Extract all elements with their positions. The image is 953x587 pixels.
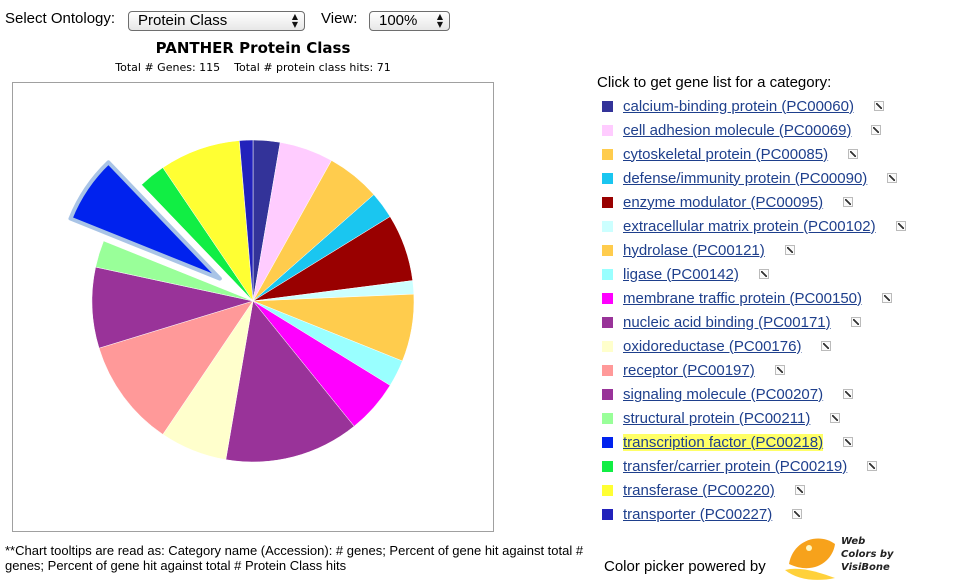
legend-item: enzyme modulator (PC00095) <box>602 192 854 212</box>
legend-swatch <box>602 148 613 160</box>
ontology-select[interactable]: Protein Class ▲ ▼ <box>128 11 305 31</box>
svg-text:Web: Web <box>841 536 865 547</box>
legend-category-link[interactable]: cell adhesion molecule (PC00069) <box>623 121 852 139</box>
legend-item: extracellular matrix protein (PC00102) <box>602 216 906 236</box>
up-down-arrows-icon: ▲ ▼ <box>291 12 298 29</box>
legend-swatch <box>602 244 613 256</box>
legend-category-link[interactable]: transporter (PC00227) <box>623 505 773 523</box>
legend-heading: Click to get gene list for a category: <box>597 74 832 91</box>
external-link-icon[interactable] <box>794 485 805 495</box>
external-link-icon[interactable] <box>774 365 785 375</box>
legend-swatch <box>602 316 613 328</box>
legend-item: defense/immunity protein (PC00090) <box>602 168 898 188</box>
pie-chart <box>68 139 415 463</box>
legend-item: hydrolase (PC00121) <box>602 240 795 260</box>
legend-category-link[interactable]: enzyme modulator (PC00095) <box>623 193 824 211</box>
external-link-icon[interactable] <box>873 101 884 111</box>
legend-item: receptor (PC00197) <box>602 360 785 380</box>
visibone-logo[interactable]: Web Colors by VisiBone <box>779 526 899 582</box>
view-select-value: 100% <box>379 12 418 29</box>
legend-item: signaling molecule (PC00207) <box>602 384 854 404</box>
external-link-icon[interactable] <box>887 173 898 183</box>
legend-swatch <box>602 436 613 448</box>
legend-item: transferase (PC00220) <box>602 480 805 500</box>
up-down-arrows-icon: ▲ ▼ <box>436 12 443 29</box>
legend-swatch <box>602 484 613 496</box>
legend-swatch <box>602 268 613 280</box>
legend-category-link[interactable]: transcription factor (PC00218) <box>623 433 824 451</box>
svg-text:VisiBone: VisiBone <box>841 562 890 573</box>
ontology-select-value: Protein Class <box>138 12 228 29</box>
legend-swatch <box>602 172 613 184</box>
external-link-icon[interactable] <box>843 389 854 399</box>
external-link-icon[interactable] <box>821 341 832 351</box>
pie-slice[interactable] <box>239 139 254 302</box>
external-link-icon[interactable] <box>758 269 769 279</box>
legend-swatch <box>602 508 613 520</box>
view-select[interactable]: 100% ▲ ▼ <box>369 11 450 31</box>
legend-swatch <box>602 100 613 112</box>
external-link-icon[interactable] <box>882 293 893 303</box>
external-link-icon[interactable] <box>843 437 854 447</box>
legend-swatch <box>602 292 613 304</box>
legend-item: nucleic acid binding (PC00171) <box>602 312 861 332</box>
legend-swatch <box>602 220 613 232</box>
external-link-icon[interactable] <box>843 197 854 207</box>
legend-item: transporter (PC00227) <box>602 504 803 524</box>
legend-item: ligase (PC00142) <box>602 264 769 284</box>
legend-category-link[interactable]: extracellular matrix protein (PC00102) <box>623 217 876 235</box>
pie-slice[interactable] <box>95 240 254 302</box>
legend-category-link[interactable]: oxidoreductase (PC00176) <box>623 337 802 355</box>
legend-item: oxidoreductase (PC00176) <box>602 336 832 356</box>
external-link-icon[interactable] <box>792 509 803 519</box>
pie-slice[interactable] <box>68 160 222 281</box>
legend-swatch <box>602 412 613 424</box>
chart-subtitle: Total # Genes: 115 Total # protein class… <box>115 61 391 74</box>
pie-slice[interactable] <box>225 300 355 463</box>
ontology-label: Select Ontology: <box>5 10 116 27</box>
legend-category-link[interactable]: nucleic acid binding (PC00171) <box>623 313 831 331</box>
legend-category-link[interactable]: defense/immunity protein (PC00090) <box>623 169 868 187</box>
legend-swatch <box>602 124 613 136</box>
external-link-icon[interactable] <box>830 413 841 423</box>
legend-item: cytoskeletal protein (PC00085) <box>602 144 859 164</box>
legend-item: transfer/carrier protein (PC00219) <box>602 456 878 476</box>
legend-swatch <box>602 364 613 376</box>
chart-footnote: **Chart tooltips are read as: Category n… <box>5 543 584 573</box>
legend-item: transcription factor (PC00218) <box>602 432 854 452</box>
chart-title: PANTHER Protein Class <box>155 39 351 57</box>
color-picker-credit: Color picker powered by <box>604 558 766 575</box>
external-link-icon[interactable] <box>784 245 795 255</box>
legend-category-link[interactable]: cytoskeletal protein (PC00085) <box>623 145 829 163</box>
external-link-icon[interactable] <box>850 317 861 327</box>
chart-frame <box>12 82 494 532</box>
legend-category-link[interactable]: structural protein (PC00211) <box>623 409 811 427</box>
view-label: View: <box>321 10 358 27</box>
legend-swatch <box>602 388 613 400</box>
external-link-icon[interactable] <box>871 125 882 135</box>
legend-category-link[interactable]: transferase (PC00220) <box>623 481 775 499</box>
legend-swatch <box>602 460 613 472</box>
external-link-icon[interactable] <box>895 221 906 231</box>
legend-category-link[interactable]: hydrolase (PC00121) <box>623 241 765 259</box>
legend-item: structural protein (PC00211) <box>602 408 841 428</box>
legend-category-link[interactable]: ligase (PC00142) <box>623 265 739 283</box>
pie-slice[interactable] <box>98 300 254 435</box>
legend-item: calcium-binding protein (PC00060) <box>602 96 884 116</box>
legend-category-link[interactable]: membrane traffic protein (PC00150) <box>623 289 863 307</box>
external-link-icon[interactable] <box>848 149 859 159</box>
legend-category-link[interactable]: receptor (PC00197) <box>623 361 755 379</box>
legend-category-link[interactable]: signaling molecule (PC00207) <box>623 385 824 403</box>
legend-swatch <box>602 340 613 352</box>
external-link-icon[interactable] <box>867 461 878 471</box>
legend-swatch <box>602 196 613 208</box>
legend-category-link[interactable]: calcium-binding protein (PC00060) <box>623 97 854 115</box>
legend-category-link[interactable]: transfer/carrier protein (PC00219) <box>623 457 848 475</box>
svg-text:Colors by: Colors by <box>841 549 894 560</box>
legend-item: cell adhesion molecule (PC00069) <box>602 120 882 140</box>
legend-item: membrane traffic protein (PC00150) <box>602 288 893 308</box>
